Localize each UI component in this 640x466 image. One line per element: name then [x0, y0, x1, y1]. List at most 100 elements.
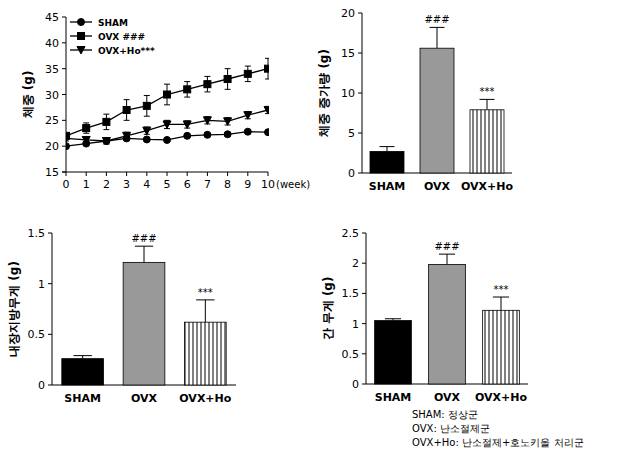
- marker: [204, 131, 211, 138]
- y-tick: [48, 233, 52, 234]
- bar: [483, 310, 520, 384]
- marker: [143, 127, 151, 135]
- marker: [78, 33, 85, 40]
- series-line: [66, 110, 268, 141]
- marker: [163, 121, 171, 128]
- significance-label: ###: [424, 14, 449, 25]
- y-tick-label: 2.5: [342, 227, 360, 240]
- error-bar: [124, 132, 130, 139]
- marker: [103, 118, 110, 125]
- marker: [164, 91, 171, 98]
- x-tick: [106, 172, 107, 176]
- plot-area: [62, 246, 226, 385]
- figure: 15202530354045체중 (g)012345678910(week)SH…: [0, 0, 640, 466]
- y-tick-label: 45: [45, 11, 59, 24]
- y-tick: [362, 293, 366, 294]
- x-tick-label: SHAM: [64, 392, 101, 405]
- error-bar: [204, 117, 210, 124]
- bar: [375, 321, 412, 384]
- y-tick: [362, 263, 366, 264]
- marker: [264, 107, 269, 115]
- error-bar: [439, 254, 455, 264]
- marker: [183, 121, 191, 128]
- bar: [62, 359, 104, 385]
- x-tick-label: OVX: [434, 391, 461, 404]
- legend-label: OVX ###: [98, 32, 145, 42]
- bar: [123, 262, 165, 385]
- marker: [184, 132, 191, 139]
- error-bar: [493, 297, 509, 310]
- y-tick-label: 0: [352, 378, 359, 391]
- error-bar: [164, 120, 170, 128]
- y-tick-label: 30: [45, 89, 59, 102]
- plot-area: [66, 58, 269, 149]
- y-tick: [358, 173, 362, 174]
- marker: [265, 65, 270, 72]
- footnote-line: SHAM: 정상군: [412, 409, 478, 420]
- y-tick: [358, 13, 362, 14]
- legend: SHAMOVX ###OVX+Ho***: [70, 18, 155, 56]
- error-bar: [144, 96, 150, 117]
- y-tick: [48, 334, 52, 335]
- marker: [123, 107, 130, 114]
- marker: [102, 138, 110, 146]
- series-line: [66, 132, 268, 146]
- x-tick: [207, 172, 208, 176]
- error-bar: [184, 82, 190, 98]
- marker: [123, 132, 131, 140]
- x-tick-label: 3: [123, 178, 130, 191]
- marker: [66, 135, 70, 143]
- error-bar: [265, 106, 269, 113]
- marker: [143, 136, 150, 143]
- line-chart: 15202530354045체중 (g)012345678910(week)SH…: [21, 11, 310, 191]
- significance-label: ***: [480, 86, 495, 97]
- x-tick-label: SHAM: [375, 391, 412, 404]
- error-bar: [196, 300, 214, 322]
- error-bar: [225, 118, 231, 125]
- x-tick: [187, 172, 188, 176]
- error-bar: [103, 138, 109, 144]
- y-tick: [358, 93, 362, 94]
- x-tick: [66, 172, 67, 176]
- error-bar: [73, 356, 91, 359]
- marker: [103, 138, 110, 145]
- error-bar: [245, 112, 251, 119]
- bar-chart: 00.511.522.5간 무게 (g)SHAMOVX###OVX+Ho***: [321, 227, 528, 404]
- y-tick: [62, 42, 66, 43]
- series-line: [66, 69, 268, 136]
- x-tick-label: OVX+Ho: [461, 180, 513, 193]
- bar: [184, 322, 226, 385]
- error-bar: [124, 100, 130, 121]
- x-tick: [126, 172, 127, 176]
- error-bar: [265, 58, 269, 79]
- footnote-line: OVX+Ho: 난소절제+호노키올 처리군: [412, 437, 584, 448]
- y-tick-label: 0.5: [28, 328, 46, 341]
- error-bar: [245, 66, 251, 82]
- marker: [244, 112, 252, 120]
- significance-label: ***: [198, 287, 213, 298]
- marker: [203, 117, 211, 125]
- y-tick-label: 1: [352, 318, 359, 331]
- y-tick: [48, 283, 52, 284]
- x-tick: [86, 172, 87, 176]
- plot-area: [375, 254, 520, 384]
- y-tick: [62, 68, 66, 69]
- error-bar: [204, 76, 210, 92]
- y-tick: [362, 384, 366, 385]
- y-tick: [62, 146, 66, 147]
- y-tick-label: 40: [45, 37, 59, 50]
- x-tick: [167, 172, 168, 176]
- error-bar: [83, 123, 89, 133]
- footnote: SHAM: 정상군 OVX: 난소절제군 OVX+Ho: 난소절제+호노키올 처리군: [412, 409, 584, 448]
- y-tick-label: 1: [38, 278, 45, 291]
- error-bar: [144, 127, 150, 134]
- y-tick-label: 0.5: [342, 348, 360, 361]
- x-axis-line: [62, 172, 268, 173]
- marker: [244, 70, 251, 77]
- footnote-line: OVX: 난소절제군: [412, 423, 490, 434]
- y-tick-label: 10: [341, 87, 355, 100]
- y-tick: [358, 53, 362, 54]
- marker: [244, 128, 251, 135]
- error-bar: [430, 27, 445, 48]
- error-bar: [480, 99, 495, 109]
